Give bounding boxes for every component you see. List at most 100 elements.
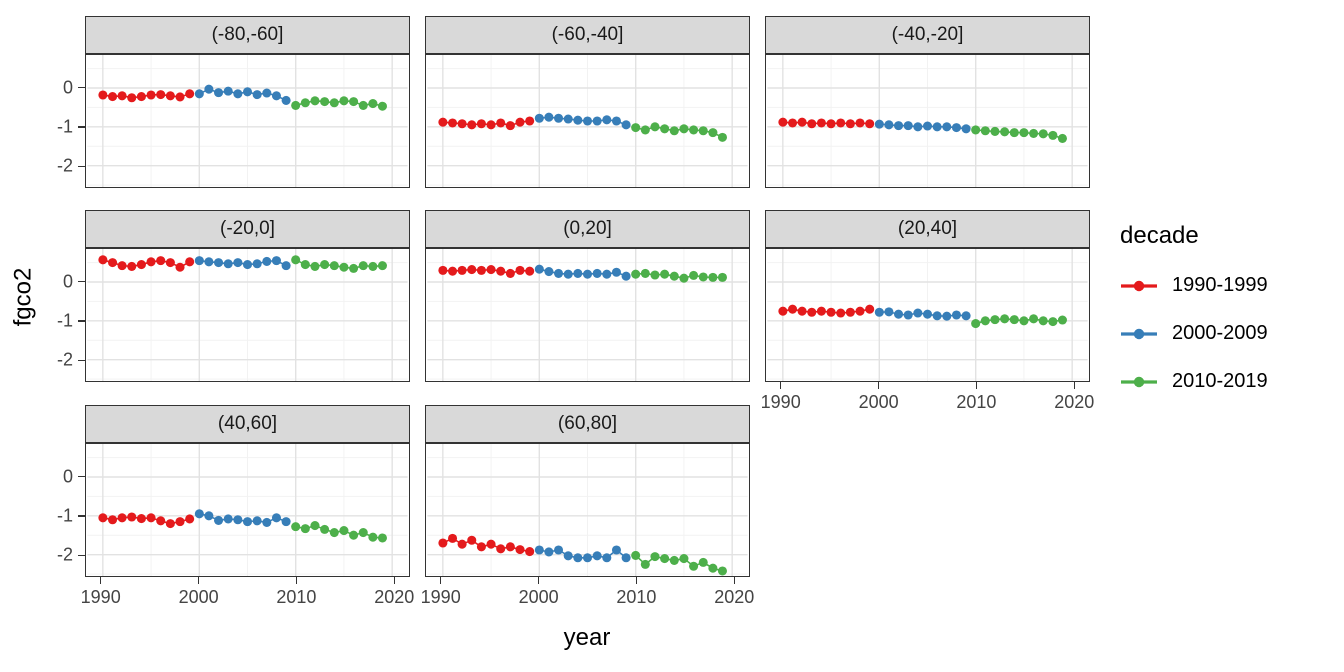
data-point — [1057, 133, 1067, 143]
data-point — [698, 272, 708, 282]
data-point — [329, 528, 339, 538]
series-line — [102, 259, 191, 269]
facet-label: (40,60] — [217, 413, 278, 434]
y-tick-mark — [78, 280, 85, 283]
x-tick-label: 2000 — [178, 587, 219, 607]
data-point — [621, 120, 631, 130]
data-point — [98, 513, 108, 523]
x-tick-mark — [975, 382, 978, 389]
data-point — [136, 514, 146, 524]
series-line — [102, 93, 190, 99]
data-point — [836, 118, 846, 128]
series-line — [782, 308, 870, 314]
data-point — [349, 97, 359, 107]
data-point — [717, 566, 727, 576]
data-point — [156, 90, 166, 100]
data-point — [486, 265, 496, 275]
data-point — [108, 515, 118, 525]
data-point — [573, 268, 583, 278]
data-point — [146, 257, 156, 267]
x-tick-label: 1990 — [80, 587, 121, 607]
data-point — [717, 272, 727, 282]
data-point — [884, 307, 894, 317]
data-point — [698, 126, 708, 136]
x-tick-label: 2000 — [518, 587, 559, 607]
grid-minor — [87, 444, 408, 576]
data-point — [175, 517, 185, 527]
y-axis-title: fgco2 — [9, 267, 36, 326]
data-point — [467, 265, 477, 275]
series-2010-2019 — [291, 255, 387, 273]
data-point — [708, 128, 718, 138]
data-point — [611, 116, 621, 126]
data-point — [194, 256, 204, 266]
y-tick-label: -2 — [56, 155, 73, 176]
series-1990-1999 — [98, 255, 195, 272]
data-point — [271, 91, 281, 101]
series-line — [442, 537, 530, 553]
data-point — [525, 116, 535, 126]
data-point — [377, 533, 387, 543]
x-tick-label: 2020 — [714, 587, 755, 607]
y-tick-label: 0 — [62, 77, 73, 97]
data-point — [582, 269, 593, 279]
data-point — [349, 263, 359, 273]
data-point — [505, 121, 515, 131]
data-point — [358, 528, 368, 538]
data-point — [913, 122, 923, 132]
series-2000-2009 — [194, 84, 291, 105]
data-point — [679, 554, 689, 564]
data-point — [1038, 316, 1048, 326]
data-point — [233, 89, 243, 99]
facet-strip: (-20,0] — [85, 210, 410, 248]
data-point — [252, 259, 262, 269]
data-point — [640, 268, 650, 278]
data-point — [242, 260, 253, 270]
facet-strip: (-60,-40] — [425, 16, 750, 54]
series-line — [199, 513, 287, 524]
data-point — [922, 309, 933, 319]
data-point — [602, 269, 612, 279]
x-tick-label: 2010 — [276, 587, 317, 607]
series-2000-2009 — [874, 307, 971, 321]
x-tick-mark — [733, 577, 736, 584]
data-point — [922, 121, 933, 131]
y-tick-label: -1 — [56, 505, 73, 526]
data-point — [971, 319, 981, 329]
data-point — [669, 126, 679, 136]
data-point — [98, 90, 108, 100]
grid-minor — [427, 55, 748, 187]
legend: decade 1990-1999 2000-2009 2010-2019 — [1120, 222, 1340, 418]
data-point — [476, 119, 486, 129]
series-2000-2009 — [194, 509, 291, 527]
data-point — [146, 513, 156, 523]
data-point — [563, 269, 573, 279]
facet-strip: (40,60] — [85, 405, 410, 443]
data-point — [377, 101, 387, 111]
panel-plot — [427, 444, 748, 576]
data-point — [942, 311, 952, 321]
data-point — [563, 551, 573, 561]
data-point — [582, 553, 593, 563]
data-point — [108, 258, 118, 268]
data-point — [476, 265, 486, 275]
data-point — [496, 118, 506, 128]
data-point — [368, 99, 378, 109]
series-line — [539, 268, 627, 277]
series-1990-1999 — [778, 304, 875, 318]
data-point — [165, 258, 175, 268]
data-point — [262, 256, 272, 266]
y-tick-mark — [78, 475, 85, 478]
x-tick-label: 2000 — [858, 392, 899, 412]
data-point — [262, 88, 272, 98]
data-point — [515, 117, 525, 127]
data-point — [310, 96, 320, 106]
grid-major — [87, 249, 408, 381]
data-point — [194, 509, 204, 519]
data-point — [797, 117, 807, 127]
series-2010-2019 — [291, 521, 387, 543]
data-point — [1038, 129, 1048, 139]
data-point — [496, 266, 506, 276]
series-2000-2009 — [534, 545, 631, 563]
data-point — [826, 119, 836, 129]
